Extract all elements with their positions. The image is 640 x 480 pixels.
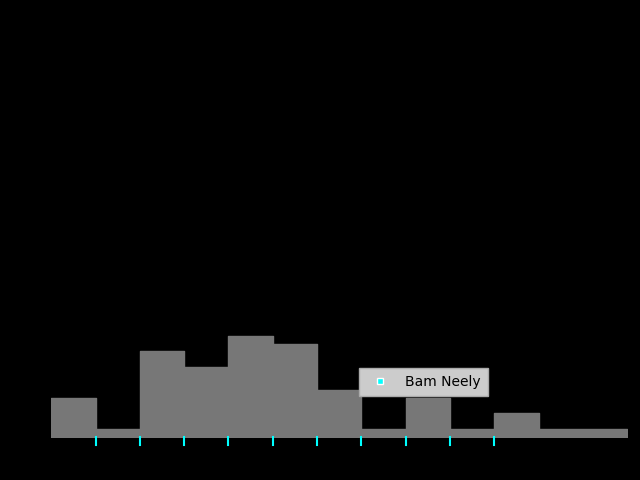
- Legend: Bam Neely: Bam Neely: [360, 368, 488, 396]
